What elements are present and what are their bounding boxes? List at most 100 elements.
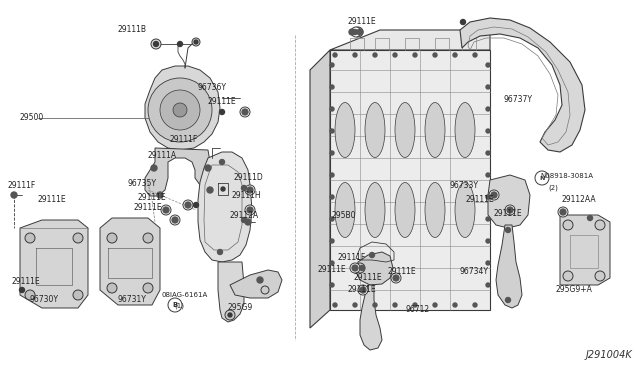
- Polygon shape: [330, 50, 490, 310]
- Ellipse shape: [365, 183, 385, 237]
- Circle shape: [473, 303, 477, 307]
- Circle shape: [193, 202, 198, 208]
- Circle shape: [330, 195, 334, 199]
- Circle shape: [360, 266, 365, 270]
- Circle shape: [218, 250, 223, 254]
- Circle shape: [353, 303, 357, 307]
- Text: 29111F: 29111F: [8, 180, 36, 189]
- Circle shape: [194, 40, 198, 44]
- Text: 29111E: 29111E: [138, 193, 166, 202]
- Circle shape: [228, 313, 232, 317]
- Circle shape: [486, 63, 490, 67]
- Circle shape: [373, 303, 377, 307]
- Circle shape: [393, 53, 397, 57]
- Polygon shape: [496, 225, 522, 308]
- Circle shape: [507, 207, 513, 213]
- Circle shape: [486, 283, 490, 287]
- Ellipse shape: [335, 103, 355, 157]
- Circle shape: [486, 151, 490, 155]
- Text: 29111E: 29111E: [133, 203, 162, 212]
- Circle shape: [358, 285, 368, 295]
- Circle shape: [360, 287, 366, 293]
- Circle shape: [25, 290, 35, 300]
- Circle shape: [353, 53, 357, 57]
- Text: 295G9+A: 295G9+A: [556, 285, 593, 295]
- Text: 29111E: 29111E: [12, 278, 40, 286]
- Text: 29111E: 29111E: [466, 196, 495, 205]
- Circle shape: [413, 53, 417, 57]
- Text: 295G9: 295G9: [228, 304, 253, 312]
- Ellipse shape: [335, 183, 355, 237]
- Circle shape: [486, 195, 490, 199]
- Circle shape: [11, 192, 17, 198]
- Ellipse shape: [425, 103, 445, 157]
- Circle shape: [148, 78, 212, 142]
- Text: 96734Y: 96734Y: [460, 267, 489, 276]
- Polygon shape: [360, 285, 382, 350]
- Circle shape: [453, 303, 457, 307]
- Circle shape: [192, 38, 200, 46]
- Text: 96735Y: 96735Y: [128, 179, 157, 187]
- Text: 29111F: 29111F: [338, 253, 366, 263]
- Circle shape: [247, 207, 253, 213]
- Text: 96737Y: 96737Y: [504, 96, 533, 105]
- Circle shape: [486, 239, 490, 243]
- Text: 29111E: 29111E: [348, 285, 376, 295]
- Circle shape: [261, 286, 269, 294]
- Circle shape: [351, 27, 361, 37]
- Polygon shape: [145, 148, 222, 196]
- Circle shape: [330, 151, 334, 155]
- Text: 29111B: 29111B: [118, 26, 147, 35]
- Polygon shape: [100, 218, 160, 305]
- Text: 295B0: 295B0: [332, 211, 356, 219]
- Circle shape: [330, 63, 334, 67]
- Polygon shape: [230, 270, 282, 298]
- Text: 29111E: 29111E: [348, 17, 376, 26]
- Circle shape: [393, 275, 399, 281]
- Circle shape: [588, 215, 593, 221]
- Text: 29111F: 29111F: [170, 135, 198, 144]
- Circle shape: [168, 298, 182, 312]
- Polygon shape: [20, 220, 88, 308]
- Ellipse shape: [365, 103, 385, 157]
- Circle shape: [413, 303, 417, 307]
- Text: 29111E: 29111E: [38, 196, 67, 205]
- Circle shape: [220, 160, 225, 164]
- Text: J291004K: J291004K: [585, 350, 632, 360]
- Circle shape: [535, 171, 549, 185]
- Circle shape: [393, 303, 397, 307]
- Text: N08918-3081A: N08918-3081A: [540, 173, 593, 179]
- Circle shape: [486, 107, 490, 111]
- Circle shape: [107, 233, 117, 243]
- Circle shape: [185, 202, 191, 208]
- Circle shape: [160, 90, 200, 130]
- Circle shape: [563, 271, 573, 281]
- Polygon shape: [218, 262, 244, 322]
- Circle shape: [173, 103, 187, 117]
- Circle shape: [330, 217, 334, 221]
- Ellipse shape: [395, 183, 415, 237]
- Circle shape: [333, 53, 337, 57]
- Circle shape: [333, 303, 337, 307]
- Circle shape: [245, 185, 255, 195]
- Circle shape: [205, 165, 211, 171]
- Circle shape: [473, 53, 477, 57]
- Text: 29111E: 29111E: [388, 267, 417, 276]
- Text: 29111D: 29111D: [234, 173, 264, 183]
- Circle shape: [107, 283, 117, 293]
- Polygon shape: [488, 175, 530, 228]
- Text: 96736Y: 96736Y: [198, 83, 227, 93]
- Circle shape: [595, 271, 605, 281]
- Circle shape: [172, 217, 178, 223]
- Polygon shape: [560, 215, 610, 285]
- Circle shape: [373, 53, 377, 57]
- Text: 96733Y: 96733Y: [450, 180, 479, 189]
- Text: 29111E: 29111E: [354, 273, 383, 282]
- Circle shape: [350, 263, 360, 273]
- Ellipse shape: [425, 183, 445, 237]
- Circle shape: [560, 209, 566, 215]
- Text: 29111H: 29111H: [231, 192, 260, 201]
- Polygon shape: [145, 66, 220, 150]
- Circle shape: [183, 200, 193, 210]
- Circle shape: [330, 107, 334, 111]
